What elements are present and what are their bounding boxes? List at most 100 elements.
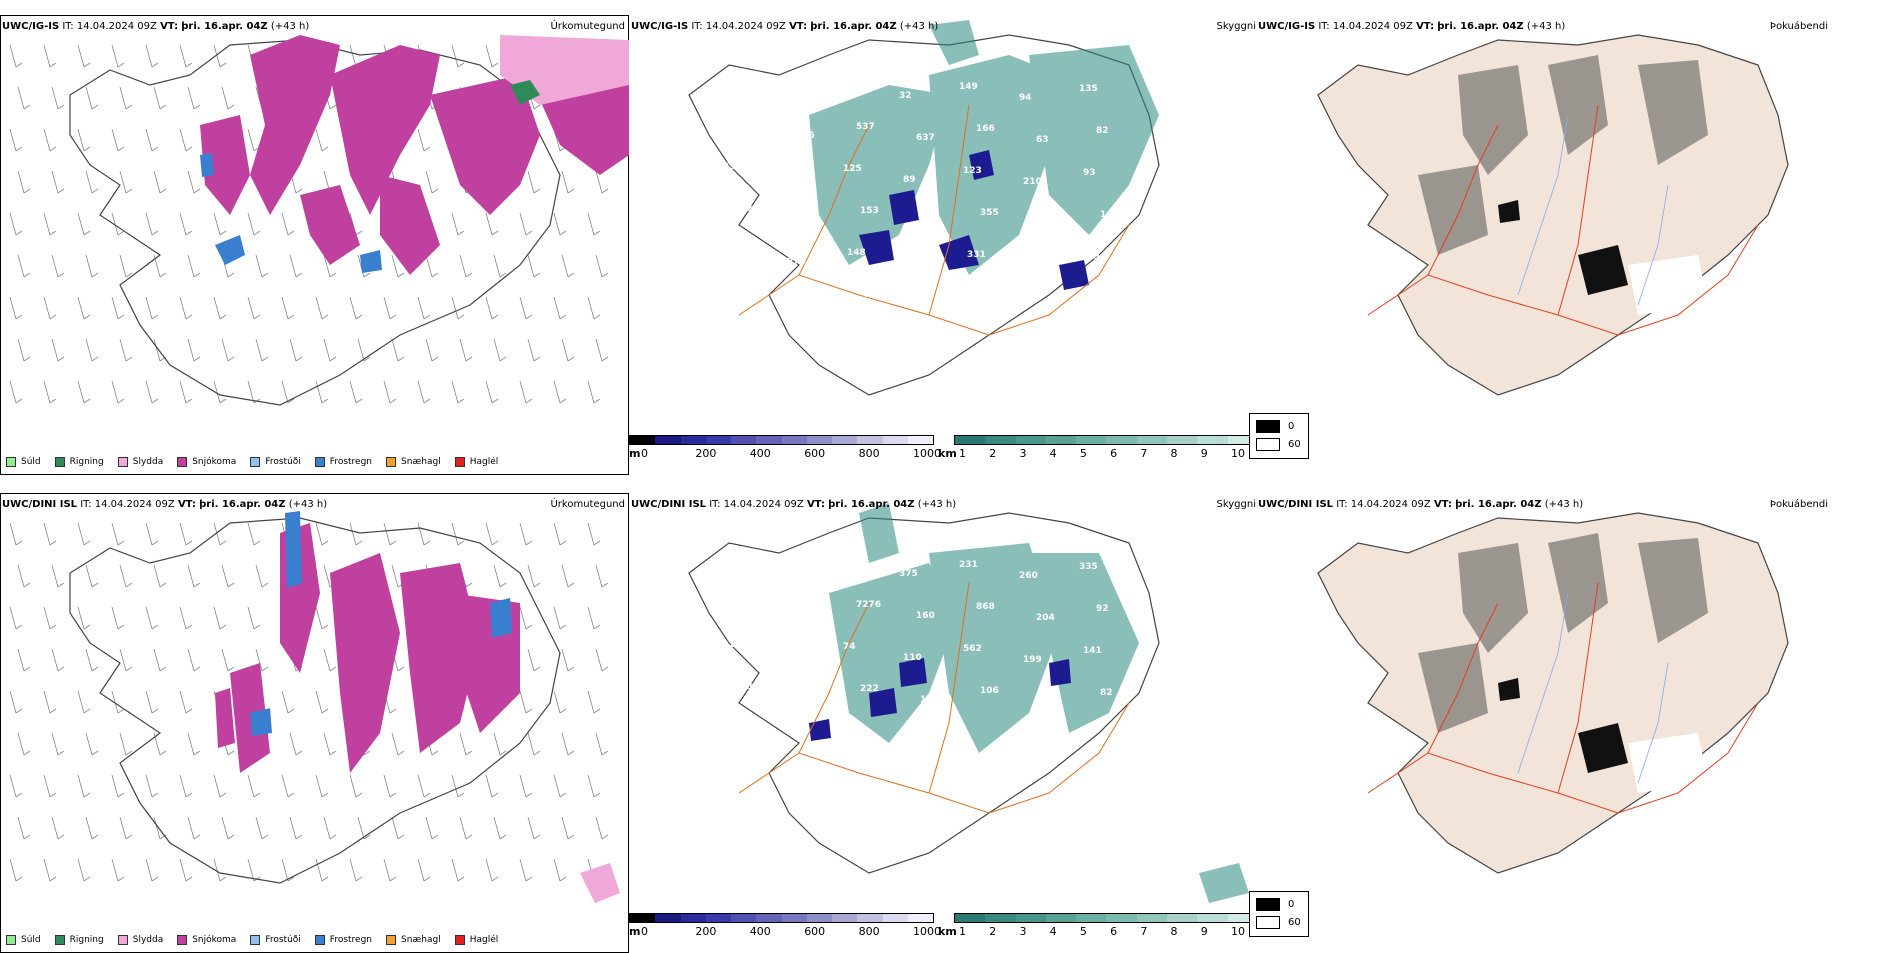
colorbar-segment bbox=[731, 914, 757, 922]
wind-barb bbox=[221, 338, 235, 362]
wind-barb bbox=[587, 212, 601, 236]
legend-label: Rigning bbox=[69, 457, 104, 467]
legend-swatch bbox=[117, 935, 128, 945]
tick-label: 1000 bbox=[913, 447, 941, 460]
wind-barb bbox=[553, 606, 567, 630]
wind-barb bbox=[451, 44, 465, 68]
wind-barb bbox=[85, 732, 99, 756]
wind-barb bbox=[349, 774, 363, 798]
colorbar-segment bbox=[756, 436, 782, 444]
wind-barb bbox=[519, 296, 533, 320]
wind-barb bbox=[77, 522, 91, 546]
wind-barb bbox=[179, 606, 193, 630]
wind-barb bbox=[145, 858, 159, 882]
wind-barb bbox=[187, 170, 201, 194]
colorbar-segment bbox=[1167, 914, 1198, 922]
ceiling-label: 335 bbox=[1079, 562, 1098, 572]
panel-type-label: Skyggni bbox=[1216, 21, 1256, 32]
ceiling-label: 74 bbox=[843, 642, 856, 652]
ceiling-label: 116 bbox=[864, 290, 883, 300]
ceiling-label: 195 bbox=[783, 651, 802, 661]
legend-label: Frostregn bbox=[329, 457, 373, 467]
wind-barb bbox=[9, 380, 23, 404]
wind-barb bbox=[51, 254, 65, 278]
tick-label: 2 bbox=[989, 925, 997, 938]
ceiling-label: 110 bbox=[719, 556, 738, 566]
panel-title: UWC/IG-IS IT: 14.04.2024 09Z VT: þri. 16… bbox=[2, 21, 310, 32]
legend-label: Haglél bbox=[469, 935, 499, 945]
ceiling-label: 153 bbox=[860, 206, 879, 216]
ceiling-label: 92 bbox=[1096, 604, 1109, 614]
visibility-colorbar bbox=[954, 913, 1259, 923]
wind-barb bbox=[187, 86, 201, 110]
colorbar-segment bbox=[781, 436, 807, 444]
legend-label: Snæhagl bbox=[401, 935, 441, 945]
colorbar-segment bbox=[1045, 436, 1077, 444]
fog-legend: 0 60 bbox=[1249, 891, 1309, 937]
legend-label: Slydda bbox=[132, 457, 164, 467]
precip-legend-item: Frostregn bbox=[314, 935, 372, 945]
precip-legend-item: Rigning bbox=[54, 935, 104, 945]
wind-barb bbox=[323, 254, 337, 278]
tick-label: 400 bbox=[749, 925, 771, 938]
precip-legend-item: Haglél bbox=[454, 457, 498, 467]
fog-shading bbox=[1418, 55, 1708, 255]
tick-label: 4 bbox=[1049, 447, 1057, 460]
precip-legend: Súld Rigning Slydda Snjókoma Frostúði Frostre… bbox=[6, 457, 498, 467]
wind-barb bbox=[561, 732, 575, 756]
wind-barb bbox=[9, 690, 23, 714]
ceiling-label: 331 bbox=[967, 250, 986, 260]
wind-barb bbox=[145, 380, 159, 404]
ceiling-label: 148 bbox=[847, 248, 866, 258]
wind-barb bbox=[553, 296, 567, 320]
wind-barb bbox=[587, 380, 601, 404]
iceland-land bbox=[1317, 512, 1789, 874]
ceiling-label: 231 bbox=[959, 560, 978, 570]
wind-barb bbox=[315, 858, 329, 882]
colorbar-segment bbox=[680, 436, 706, 444]
panel-title: UWC/DINI ISL IT: 14.04.2024 09Z VT: þri.… bbox=[2, 499, 328, 510]
wind-barb bbox=[85, 564, 99, 588]
wind-barb bbox=[595, 816, 609, 840]
colorbar-segment bbox=[985, 914, 1016, 922]
wind-barb bbox=[111, 606, 125, 630]
ceiling-label: 99 bbox=[1087, 252, 1100, 262]
fog-legend-label: 0 bbox=[1288, 421, 1295, 432]
precip-legend-item: Slydda bbox=[117, 457, 164, 467]
ceiling-label: 106 bbox=[980, 686, 999, 696]
colorbar-segment bbox=[655, 436, 681, 444]
wind-barb bbox=[213, 858, 227, 882]
ceiling-label: 75 bbox=[783, 173, 796, 183]
rivers bbox=[1517, 114, 1669, 306]
colorbar-segment bbox=[731, 436, 757, 444]
wind-barb bbox=[9, 296, 23, 320]
colorbar-segment bbox=[1197, 436, 1228, 444]
tick-label: 800 bbox=[858, 447, 880, 460]
wind-barb bbox=[493, 254, 507, 278]
wind-barb bbox=[51, 338, 65, 362]
panel-type-label: Þokuábendi bbox=[1769, 21, 1828, 32]
colorbar-segment bbox=[655, 914, 681, 922]
legend-label: Slydda bbox=[132, 935, 164, 945]
wind-barb bbox=[527, 648, 541, 672]
colorbar-segment bbox=[756, 914, 782, 922]
snow-areas bbox=[215, 523, 520, 773]
wind-barb bbox=[213, 296, 227, 320]
fog-legend: 0 60 bbox=[1249, 413, 1309, 459]
ceiling-label: 280 bbox=[740, 682, 759, 692]
iceland-outline bbox=[69, 517, 561, 884]
panel-title: UWC/DINI ISL IT: 14.04.2024 09Z VT: þri.… bbox=[1258, 499, 1584, 510]
ceiling-label: 868 bbox=[976, 602, 995, 612]
ceiling-label: 114 bbox=[727, 724, 746, 734]
wind-barb bbox=[43, 380, 57, 404]
tick-label: 800 bbox=[858, 925, 880, 938]
legend-label: Súld bbox=[21, 457, 41, 467]
wind-barb bbox=[391, 254, 405, 278]
wind-barb bbox=[43, 774, 57, 798]
wind-barb bbox=[43, 858, 57, 882]
sleet-areas bbox=[580, 863, 620, 903]
wind-barb bbox=[77, 296, 91, 320]
fog-legend-swatch bbox=[1256, 898, 1280, 911]
wind-barb bbox=[221, 648, 235, 672]
iceland-outline bbox=[688, 34, 1160, 396]
